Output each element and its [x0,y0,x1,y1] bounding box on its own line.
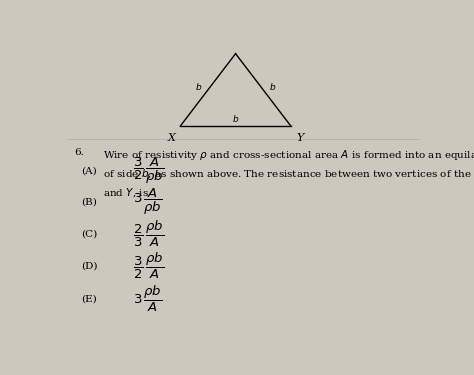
Text: $3\,\dfrac{\rho b}{A}$: $3\,\dfrac{\rho b}{A}$ [133,284,162,314]
Text: $\dfrac{3}{2}\,\dfrac{\rho b}{A}$: $\dfrac{3}{2}\,\dfrac{\rho b}{A}$ [133,251,164,281]
Text: Y: Y [296,133,303,143]
Text: (B): (B) [82,198,97,207]
Text: (D): (D) [82,261,98,270]
Text: $b$: $b$ [195,81,202,92]
Text: Wire of resistivity $\rho$ and cross-sectional area $A$ is formed into an equila: Wire of resistivity $\rho$ and cross-sec… [103,147,474,199]
Text: $\dfrac{2}{3}\,\dfrac{\rho b}{A}$: $\dfrac{2}{3}\,\dfrac{\rho b}{A}$ [133,219,164,249]
Text: X: X [167,133,175,143]
Text: (E): (E) [82,295,97,304]
Text: $b$: $b$ [269,81,276,92]
Text: (C): (C) [82,230,98,238]
Text: $b$: $b$ [232,113,239,124]
Text: $3\,\dfrac{A}{\rho b}$: $3\,\dfrac{A}{\rho b}$ [133,187,162,218]
Text: (A): (A) [82,166,97,175]
Text: 6.: 6. [74,147,84,156]
Text: $\dfrac{3}{2}\,\dfrac{A}{\rho b}$: $\dfrac{3}{2}\,\dfrac{A}{\rho b}$ [133,156,164,186]
